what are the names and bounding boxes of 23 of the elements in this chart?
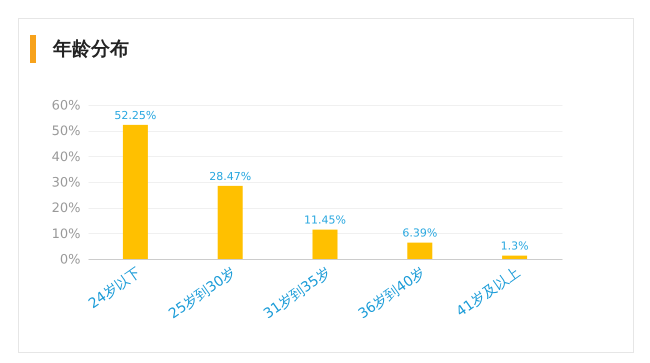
data-label: 28.47% — [209, 170, 252, 183]
x-tick-label: 24岁以下 — [86, 264, 144, 312]
y-tick-label: 20% — [52, 201, 80, 216]
data-label: 11.45% — [304, 214, 346, 227]
data-label: 6.39% — [402, 226, 438, 240]
x-tick-label: 25岁到30岁 — [166, 264, 239, 322]
y-tick-label: 60% — [52, 98, 80, 114]
data-label: 52.25% — [114, 108, 156, 122]
data-label: 1.3% — [500, 240, 529, 253]
chart-title: 年龄分布 — [53, 37, 129, 62]
bar — [218, 186, 243, 259]
x-tick-label: 31岁到35岁 — [260, 264, 334, 322]
y-tick-label: 0% — [60, 252, 80, 268]
x-tick-label: 41岁及以上 — [454, 264, 524, 320]
bar — [122, 124, 148, 259]
y-tick-label: 10% — [52, 226, 80, 242]
y-tick-label: 30% — [52, 176, 80, 190]
bar — [312, 230, 338, 259]
bar — [407, 242, 432, 259]
x-tick-label: 36岁到40岁 — [356, 264, 428, 322]
y-tick-label: 50% — [52, 124, 80, 140]
bar — [502, 256, 528, 259]
y-tick-label: 40% — [52, 150, 80, 165]
